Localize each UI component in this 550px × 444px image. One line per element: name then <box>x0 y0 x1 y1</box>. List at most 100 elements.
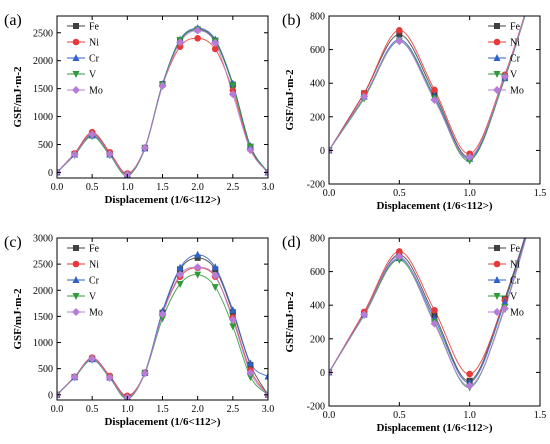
x-tick-label: 1.0 <box>121 404 134 415</box>
legend-swatch-marker <box>494 23 500 29</box>
y-tick-label: 1500 <box>33 84 53 95</box>
y-axis-label: GSF/mJ·m-2 <box>12 288 24 350</box>
y-tick-label: 500 <box>38 364 53 375</box>
legend-swatch-marker <box>72 54 80 61</box>
x-tick-label: 0.0 <box>323 410 336 421</box>
legend-item-mo: Mo <box>67 308 103 319</box>
legend-label: Cr <box>510 276 521 287</box>
legend-swatch-marker <box>72 86 80 94</box>
y-tick-label: 0 <box>48 168 53 179</box>
data-point-ni <box>396 26 403 34</box>
legend-item-mo: Mo <box>488 308 524 319</box>
legend: Fe Ni Cr V Mo <box>488 22 524 97</box>
data-point-cr <box>229 306 237 314</box>
legend-item-v: V <box>488 70 518 81</box>
chart-panel-3: 0.0 0.5 1.0 1.5 2.0 2.5 3.0 0 500 1000 1500 2000 250… <box>4 234 274 429</box>
legend-item-fe: Fe <box>67 244 100 255</box>
series-line-mo <box>57 266 268 398</box>
y-tick-label: 1000 <box>33 338 53 349</box>
y-tick-label: 0 <box>320 368 325 379</box>
legend-item-fe: Fe <box>488 244 521 255</box>
panel-label: (c) <box>4 234 22 251</box>
data-point-mo <box>246 368 255 377</box>
x-tick-label: 0.0 <box>51 182 64 193</box>
series-line-cr <box>329 16 526 160</box>
data-point-mo <box>193 26 202 35</box>
data-point-mo <box>211 271 220 280</box>
y-tick-label: 200 <box>310 334 325 345</box>
series-line-ni <box>329 238 526 375</box>
data-point-mo <box>70 150 79 159</box>
panel-label: (d) <box>282 234 301 251</box>
x-tick-label: 1.5 <box>156 182 169 193</box>
data-point-mo <box>228 315 237 324</box>
legend-swatch-marker <box>72 308 80 316</box>
panel-label: (b) <box>282 12 301 29</box>
data-point-ni <box>194 35 201 42</box>
y-tick-label: 2500 <box>33 28 53 39</box>
legend-item-ni: Ni <box>488 260 520 271</box>
legend-label: Fe <box>89 22 100 33</box>
data-point-mo <box>193 263 202 272</box>
legend-item-ni: Ni <box>67 38 99 49</box>
x-axis-label: Displacement (1/6<112>) <box>104 416 220 428</box>
y-axis-label: GSF/mJ·m-2 <box>12 66 24 128</box>
legend-label: Cr <box>510 54 521 65</box>
y-tick-label: 2500 <box>33 260 53 271</box>
legend-label: Ni <box>89 38 99 49</box>
data-point-mo <box>465 381 474 390</box>
y-tick-label: 1000 <box>33 112 53 123</box>
y-tick-label: 0 <box>48 390 53 401</box>
legend-swatch-marker <box>72 71 80 78</box>
data-point-v <box>159 315 166 323</box>
data-point-mo <box>105 373 114 382</box>
series-line-fe <box>329 16 526 158</box>
data-point-ni <box>431 86 438 94</box>
series-line-v <box>329 16 526 162</box>
x-tick-label: 2.0 <box>191 182 204 193</box>
legend: Fe Ni Cr V Mo <box>67 244 103 319</box>
x-tick-label: 2.0 <box>191 404 204 415</box>
data-point-mo <box>430 319 439 328</box>
legend-label: Mo <box>89 86 103 97</box>
legend-label: V <box>89 70 97 81</box>
panel-label: (a) <box>4 12 22 29</box>
legend-label: Fe <box>510 244 521 255</box>
x-tick-label: 3.0 <box>262 404 275 415</box>
data-point-mo <box>140 369 149 378</box>
legend-label: Mo <box>89 308 103 319</box>
data-point-mo <box>158 310 167 319</box>
data-point-v <box>176 280 184 288</box>
data-point-mo <box>395 252 404 261</box>
plot-area <box>57 250 268 400</box>
legend-item-cr: Cr <box>488 276 521 287</box>
data-point-mo <box>465 153 474 162</box>
data-point-v <box>229 82 237 90</box>
legend-swatch-marker <box>72 38 80 46</box>
y-tick-label: 500 <box>38 140 53 151</box>
data-point-v <box>229 323 237 331</box>
series-line-mo <box>329 238 527 387</box>
data-point-mo <box>70 373 79 382</box>
x-tick-label: 3.0 <box>262 182 275 193</box>
plot-area <box>329 238 527 392</box>
legend-item-v: V <box>67 70 97 81</box>
data-point-ni <box>396 248 403 255</box>
y-axis-label: GSF/mJ·m-2 <box>284 69 296 131</box>
data-point-v <box>211 284 219 292</box>
legend-swatch-marker <box>72 293 80 300</box>
legend-swatch-marker <box>493 71 501 78</box>
legend-item-v: V <box>488 292 518 303</box>
x-axis-label: Displacement (1/6<112>) <box>104 194 220 206</box>
x-tick-label: 1.0 <box>463 188 476 199</box>
legend-swatch-marker <box>73 23 79 29</box>
legend-label: V <box>89 292 97 303</box>
data-point-cr <box>211 263 219 271</box>
legend: Fe Ni Cr V Mo <box>67 22 103 97</box>
legend-item-cr: Cr <box>67 54 100 65</box>
legend: Fe Ni Cr V Mo <box>488 244 524 319</box>
legend-swatch-marker <box>493 38 501 46</box>
data-point-mo <box>105 149 114 158</box>
legend-label: Cr <box>89 276 100 287</box>
data-point-ni <box>176 43 184 51</box>
